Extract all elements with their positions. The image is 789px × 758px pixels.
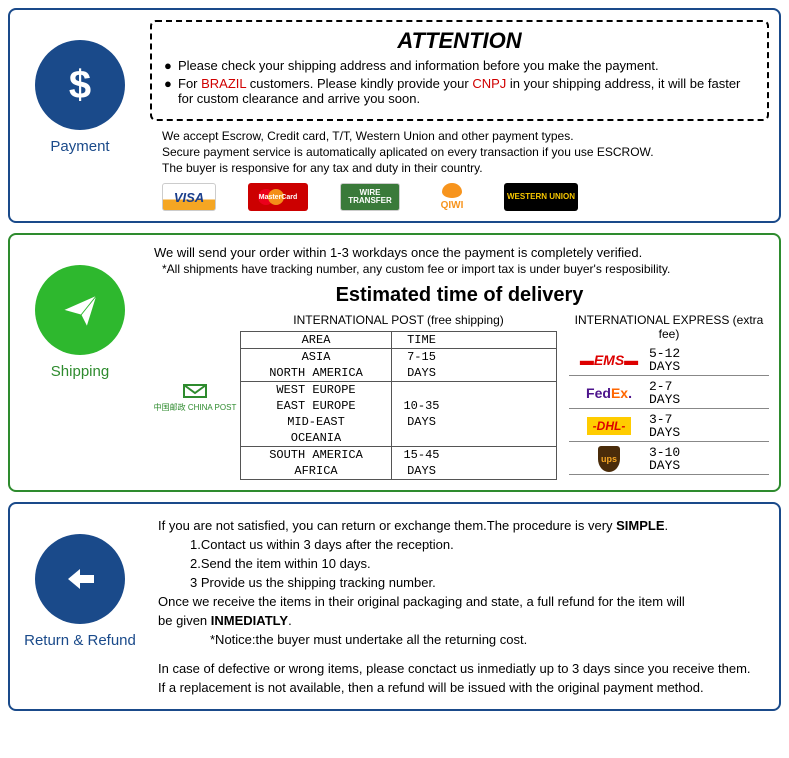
payment-section: $ Payment ATTENTION ● Please check your … [8, 8, 781, 223]
shipping-note: *All shipments have tracking number, any… [162, 262, 769, 276]
th-area: AREA [241, 332, 391, 348]
china-post-logo-icon: 中国邮政 CHINA POST [154, 381, 237, 413]
shipping-left-column: Shipping [20, 245, 140, 480]
ems-logo-icon: ▬EMS▬ [580, 352, 638, 368]
cnpj-highlight: CNPJ [472, 76, 506, 91]
attention-bullet-1: ● Please check your shipping address and… [164, 58, 755, 73]
refund-left-column: Return & Refund [20, 514, 140, 699]
cell-sa: SOUTH AMERICA [241, 447, 391, 463]
post-header: INTERNATIONAL POST (free shipping) [240, 313, 557, 327]
cell-af: AFRICA [241, 463, 391, 479]
attention-box: ATTENTION ● Please check your shipping a… [150, 20, 769, 121]
refund-content: If you are not satisfied, you can return… [150, 514, 769, 699]
international-post-column: INTERNATIONAL POST (free shipping) AREAT… [240, 313, 557, 480]
estimated-delivery-title: Estimated time of delivery [150, 284, 769, 307]
visa-logo-icon: VISA [162, 183, 216, 211]
ups-logo-icon: ups [598, 446, 620, 472]
cell-ee: EAST EUROPE [241, 398, 391, 414]
shipping-content: We will send your order within 1-3 workd… [150, 245, 769, 480]
refund-notice: *Notice:the buyer must undertake all the… [210, 632, 769, 647]
fedex-row: FedEx. 2-7DAYS [569, 378, 769, 409]
attention-bullet-2: ● For BRAZIL customers. Please kindly pr… [164, 76, 755, 106]
cell-oc: OCEANIA [241, 430, 391, 446]
refund-receive-2: be given INMEDIATLY. [158, 613, 769, 628]
western-union-logo-icon: WESTERN UNION [504, 183, 578, 211]
qiwi-logo-icon: QIWI [432, 183, 472, 211]
dhl-logo-icon: -DHL- [587, 417, 632, 435]
cell-we: WEST EUROPE [241, 382, 391, 398]
refund-step-1: 1.Contact us within 3 days after the rec… [190, 537, 769, 552]
refund-defective-1: In case of defective or wrong items, ple… [158, 661, 769, 676]
dollar-icon: $ [35, 40, 125, 130]
dhl-row: -DHL- 3-7DAYS [569, 411, 769, 442]
payment-content: ATTENTION ● Please check your shipping a… [150, 20, 769, 211]
bullet2-text: For BRAZIL customers. Please kindly prov… [178, 76, 755, 106]
fedex-logo-icon: FedEx. [586, 385, 632, 401]
refund-label: Return & Refund [20, 632, 140, 649]
refund-intro: If you are not satisfied, you can return… [158, 518, 769, 533]
shipping-intro: We will send your order within 1-3 workd… [154, 245, 769, 260]
paper-plane-icon [35, 265, 125, 355]
return-arrow-icon [35, 534, 125, 624]
brazil-highlight: BRAZIL [201, 76, 246, 91]
delivery-columns: 中国邮政 CHINA POST INTERNATIONAL POST (free… [150, 313, 769, 480]
china-post-column: 中国邮政 CHINA POST [150, 313, 240, 480]
payment-info-1: We accept Escrow, Credit card, T/T, West… [162, 129, 769, 143]
post-areas-table: AREATIME ASIA7-15 NORTH AMERICADAYS WEST… [240, 331, 557, 480]
shipping-label: Shipping [20, 363, 140, 380]
refund-step-2: 2.Send the item within 10 days. [190, 556, 769, 571]
refund-receive-1: Once we receive the items in their origi… [158, 594, 769, 609]
refund-section: Return & Refund If you are not satisfied… [8, 502, 781, 711]
payment-left-column: $ Payment [20, 20, 140, 211]
attention-title: ATTENTION [164, 28, 755, 54]
payment-logos-row: VISA MasterCard WIRE TRANSFER QIWI WESTE… [162, 183, 769, 211]
international-express-column: INTERNATIONAL EXPRESS (extra fee) ▬EMS▬ … [569, 313, 769, 480]
cell-me: MID-EAST [241, 414, 391, 430]
ems-row: ▬EMS▬ 5-12DAYS [569, 345, 769, 376]
th-time: TIME [391, 332, 451, 348]
mastercard-logo-icon: MasterCard [248, 183, 308, 211]
payment-label: Payment [20, 138, 140, 155]
refund-step-3: 3 Provide us the shipping tracking numbe… [190, 575, 769, 590]
payment-info-3: The buyer is responsive for any tax and … [162, 161, 769, 175]
svg-text:$: $ [69, 63, 91, 107]
cell-asia: ASIA [241, 349, 391, 365]
refund-defective-2: If a replacement is not available, then … [158, 680, 769, 695]
cell-na: NORTH AMERICA [241, 365, 391, 381]
express-header: INTERNATIONAL EXPRESS (extra fee) [569, 313, 769, 341]
wire-transfer-logo-icon: WIRE TRANSFER [340, 183, 400, 211]
payment-info-2: Secure payment service is automatically … [162, 145, 769, 159]
bullet1-text: Please check your shipping address and i… [178, 58, 659, 73]
shipping-section: Shipping We will send your order within … [8, 233, 781, 492]
ups-row: ups 3-10DAYS [569, 444, 769, 475]
